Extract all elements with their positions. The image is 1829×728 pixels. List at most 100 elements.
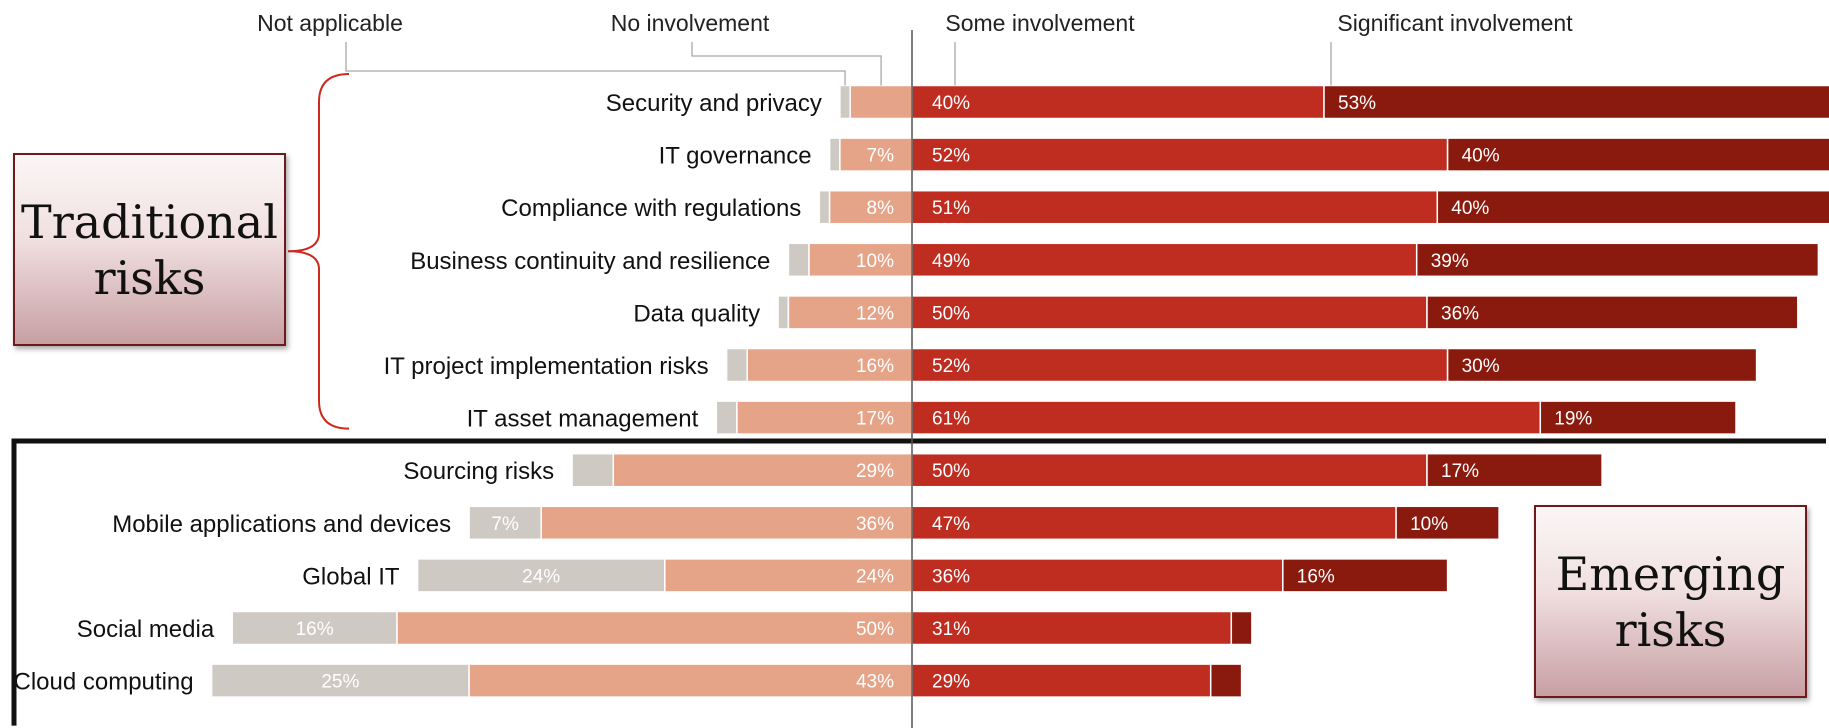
- category-label: IT governance: [659, 143, 812, 170]
- significant-involvement-bar: [1446, 347, 1758, 383]
- some-involvement-bar: [911, 84, 1325, 120]
- significant-involvement-value-label: 53%: [1338, 93, 1376, 114]
- significant-involvement-bar: [1395, 505, 1500, 541]
- no-involvement-bar: [540, 505, 913, 541]
- category-label: Global IT: [302, 563, 400, 590]
- no-involvement-bar: [849, 84, 913, 120]
- emerging-risks-label: Emerging risks: [1534, 505, 1807, 698]
- some-involvement-value-label: 29%: [932, 672, 970, 693]
- emerging-risks-line-1: Emerging: [1555, 546, 1786, 601]
- not-applicable-bar: [210, 663, 470, 698]
- significant-involvement-value-label: 39%: [1431, 251, 1469, 272]
- not-applicable-bar: [571, 452, 615, 488]
- some-involvement-value-label: 40%: [932, 93, 970, 114]
- some-involvement-bar: [911, 242, 1418, 278]
- no-involvement-bar: [612, 452, 913, 488]
- emerging-risks-frame: [11, 438, 1826, 726]
- no-involvement-value-label: 29%: [856, 461, 894, 482]
- no-involvement-value-label: 8%: [867, 198, 895, 219]
- not-applicable-value-label: 24%: [522, 566, 560, 587]
- significant-involvement-bar: [1539, 400, 1737, 435]
- some-involvement-bar: [911, 663, 1212, 698]
- no-involvement-bar: [664, 558, 913, 593]
- not-applicable-bar: [828, 137, 841, 172]
- not-applicable-value-label: 25%: [321, 672, 359, 693]
- category-label: Mobile applications and devices: [112, 511, 451, 538]
- traditional-risks-label: Traditional risks: [13, 153, 286, 346]
- some-involvement-value-label: 51%: [932, 198, 970, 219]
- traditional-risks-line-1: Traditional: [21, 194, 278, 249]
- significant-involvement-bar: [1426, 452, 1603, 488]
- legend-label-significant-involvement: Significant involvement: [1337, 10, 1573, 36]
- significant-involvement-value-label: 40%: [1451, 198, 1489, 219]
- some-involvement-value-label: 47%: [932, 514, 970, 535]
- no-involvement-value-label: 43%: [856, 672, 894, 693]
- some-involvement-bar: [911, 558, 1284, 593]
- leader-line-no-involvement: [691, 42, 882, 86]
- not-applicable-bar: [818, 189, 831, 225]
- not-applicable-value-label: 16%: [296, 619, 334, 640]
- category-label: Compliance with regulations: [501, 195, 801, 222]
- significant-involvement-bar: [1446, 137, 1829, 172]
- not-applicable-bar: [725, 347, 748, 383]
- no-involvement-value-label: 16%: [856, 356, 894, 377]
- some-involvement-value-label: 31%: [932, 619, 970, 640]
- legend-label-some-involvement: Some involvement: [945, 10, 1135, 36]
- no-involvement-value-label: 50%: [856, 619, 894, 640]
- significant-involvement-value-label: 36%: [1441, 303, 1479, 324]
- some-involvement-value-label: 50%: [932, 303, 970, 324]
- some-involvement-bar: [911, 189, 1439, 225]
- significant-involvement-bar: [1426, 295, 1799, 330]
- some-involvement-bar: [911, 295, 1428, 330]
- category-label: Data quality: [633, 300, 760, 327]
- category-label: IT project implementation risks: [384, 353, 709, 380]
- emerging-risks-line-2: risks: [1614, 602, 1727, 657]
- category-label: Cloud computing: [13, 669, 193, 696]
- significant-involvement-bar: [1323, 84, 1829, 120]
- category-label: Business continuity and resilience: [410, 248, 770, 275]
- category-label: Security and privacy: [606, 90, 822, 117]
- significant-involvement-value-label: 17%: [1441, 461, 1479, 482]
- significant-involvement-value-label: 40%: [1462, 146, 1500, 167]
- no-involvement-bar: [396, 610, 913, 646]
- some-involvement-value-label: 49%: [932, 251, 970, 272]
- significant-involvement-value-label: 19%: [1554, 409, 1592, 430]
- some-involvement-bar: [911, 610, 1233, 646]
- significant-involvement-bar: [1415, 242, 1820, 278]
- legend-label-no-involvement: No involvement: [611, 10, 770, 36]
- significant-involvement-value-label: 10%: [1410, 514, 1448, 535]
- no-involvement-bar: [468, 663, 913, 698]
- no-involvement-value-label: 24%: [856, 566, 894, 587]
- significant-involvement-bar: [1436, 189, 1829, 225]
- significant-involvement-bar: [1230, 610, 1253, 646]
- no-involvement-value-label: 17%: [856, 409, 894, 430]
- legend-label-not-applicable: Not applicable: [257, 10, 403, 36]
- no-involvement-bar: [828, 189, 913, 225]
- not-applicable-bar: [839, 84, 851, 120]
- no-involvement-bar: [839, 137, 913, 172]
- not-applicable-bar: [715, 400, 738, 435]
- some-involvement-value-label: 61%: [932, 409, 970, 430]
- some-involvement-value-label: 36%: [932, 566, 970, 587]
- category-label: Social media: [77, 616, 215, 643]
- not-applicable-bar: [787, 242, 810, 278]
- some-involvement-bar: [911, 137, 1449, 172]
- category-label: Sourcing risks: [403, 458, 554, 485]
- significant-involvement-bar: [1282, 558, 1449, 593]
- some-involvement-bar: [911, 452, 1428, 488]
- some-involvement-value-label: 50%: [932, 461, 970, 482]
- no-involvement-value-label: 12%: [856, 303, 894, 324]
- some-involvement-value-label: 52%: [932, 356, 970, 377]
- not-applicable-bar: [231, 610, 398, 646]
- not-applicable-value-label: 7%: [491, 514, 519, 535]
- no-involvement-bar: [808, 242, 913, 278]
- some-involvement-bar: [911, 347, 1449, 383]
- some-involvement-bar: [911, 400, 1542, 435]
- some-involvement-value-label: 52%: [932, 146, 970, 167]
- significant-involvement-bar: [1209, 663, 1243, 698]
- category-label: IT asset management: [467, 406, 699, 433]
- no-involvement-value-label: 36%: [856, 514, 894, 535]
- significant-involvement-value-label: 16%: [1297, 566, 1335, 587]
- no-involvement-value-label: 10%: [856, 251, 894, 272]
